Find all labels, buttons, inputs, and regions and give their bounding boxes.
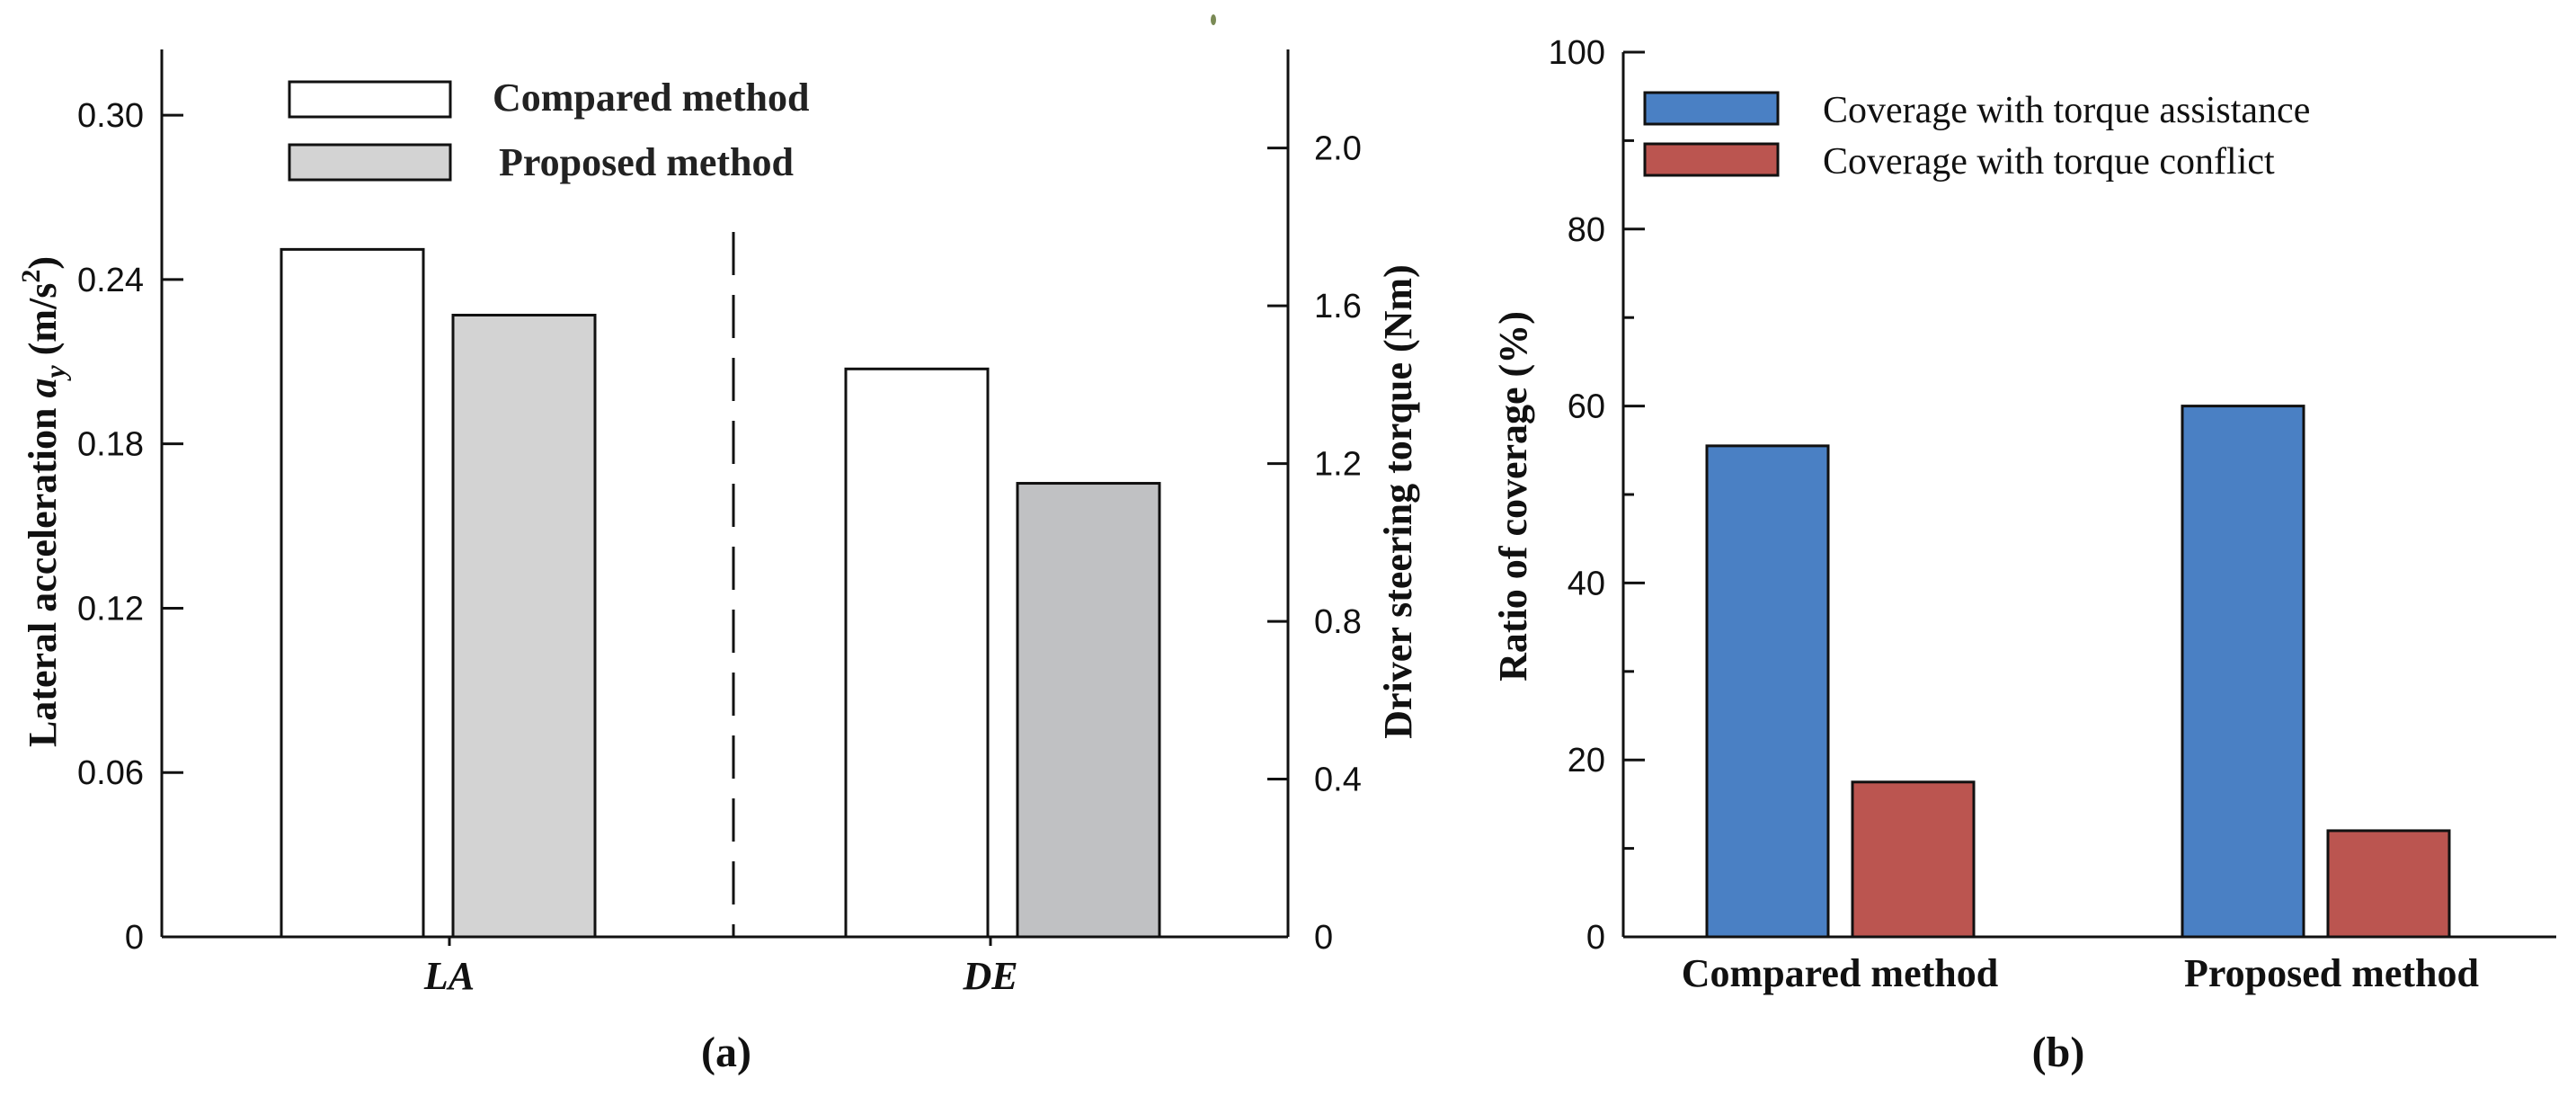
chart-b: 0 20 40 60 80 100 Compared method Proposed met…: [1491, 34, 2556, 1076]
right-tick-label: 0.4: [1314, 762, 1362, 799]
chart-a-left-ticks: 0 0.06 0.12 0.18 0.24 0.30: [77, 97, 183, 957]
chart-b-legend-label-conflict: Coverage with torque conflict: [1823, 141, 2275, 183]
chart-a-right-axis-label: Driver steering torque (Nm): [1376, 264, 1420, 738]
right-tick-label: 2.0: [1314, 130, 1362, 168]
chart-a-panel-label: (a): [701, 1029, 751, 1076]
chart-a-category-labels: LA DE: [423, 937, 1018, 998]
y-tick-label: 80: [1568, 211, 1605, 249]
category-label-de: DE: [962, 954, 1017, 998]
chart-a-bars: [280, 247, 1161, 939]
bar-la-compared-method: [280, 247, 425, 939]
y-tick-label: 100: [1549, 34, 1605, 72]
chart-b-legend-label-assistance: Coverage with torque assistance: [1823, 90, 2310, 131]
y-tick-label: 60: [1568, 388, 1605, 426]
y-tick-label: 20: [1568, 742, 1605, 780]
chart-b-legend-swatch-conflict: [1643, 142, 1780, 177]
y-tick-label: 40: [1568, 565, 1605, 602]
y-tick-label: 0: [1586, 919, 1605, 957]
left-tick-label: 0.18: [77, 426, 144, 464]
bar-proposed-method-assistance: [2181, 405, 2305, 939]
chart-b-bars: [1705, 405, 2451, 939]
right-tick-label: 0: [1314, 919, 1333, 957]
left-tick-label: 0.24: [77, 262, 144, 299]
chart-b-y-ticks: 0 20 40 60 80 100: [1549, 34, 1645, 957]
chart-b-legend: Coverage with torque assistance Coverage…: [1643, 90, 2310, 183]
chart-a-legend: Compared method Proposed method: [288, 76, 809, 184]
category-label-compared-method: Compared method: [1682, 951, 1998, 995]
left-tick-label: 0.30: [77, 97, 144, 135]
bar-proposed-method-conflict: [2326, 829, 2451, 939]
category-label-la: LA: [423, 954, 475, 998]
chart-b-panel-label: (b): [2032, 1029, 2085, 1076]
bar-compared-method-assistance: [1705, 444, 1830, 939]
bar-la-proposed-method: [451, 313, 597, 939]
right-tick-label: 1.2: [1314, 446, 1362, 484]
chart-a-legend-swatch-proposed: [288, 143, 452, 182]
chart-b-y-axis-label: Ratio of coverage (%): [1491, 311, 1535, 682]
right-tick-label: 0.8: [1314, 603, 1362, 641]
left-tick-label: 0.12: [77, 590, 144, 628]
left-tick-label: 0: [125, 919, 144, 957]
bar-compared-method-conflict: [1851, 780, 1976, 939]
bar-de-proposed-method: [1016, 482, 1161, 939]
right-tick-label: 1.6: [1314, 288, 1362, 325]
chart-a-right-ticks: 0 0.4 0.8 1.2 1.6 2.0: [1267, 130, 1362, 957]
stray-dot: [1211, 14, 1216, 25]
chart-b-category-labels: Compared method Proposed method: [1682, 951, 2479, 995]
chart-a-legend-swatch-compared: [288, 80, 452, 119]
chart-a: 0 0.06 0.12 0.18 0.24 0.30 0 0.4 0.8 1.2 1.6 2.0 L…: [16, 49, 1420, 1076]
chart-a-legend-label-compared: Compared method: [493, 76, 809, 120]
chart-b-legend-swatch-assistance: [1643, 91, 1780, 126]
chart-a-left-axis-label: Lateral acceleration ay (m/s2): [16, 256, 71, 747]
chart-a-legend-label-proposed: Proposed method: [499, 140, 794, 184]
bar-de-compared-method: [844, 367, 990, 939]
category-label-proposed-method: Proposed method: [2184, 951, 2479, 995]
left-tick-label: 0.06: [77, 754, 144, 792]
